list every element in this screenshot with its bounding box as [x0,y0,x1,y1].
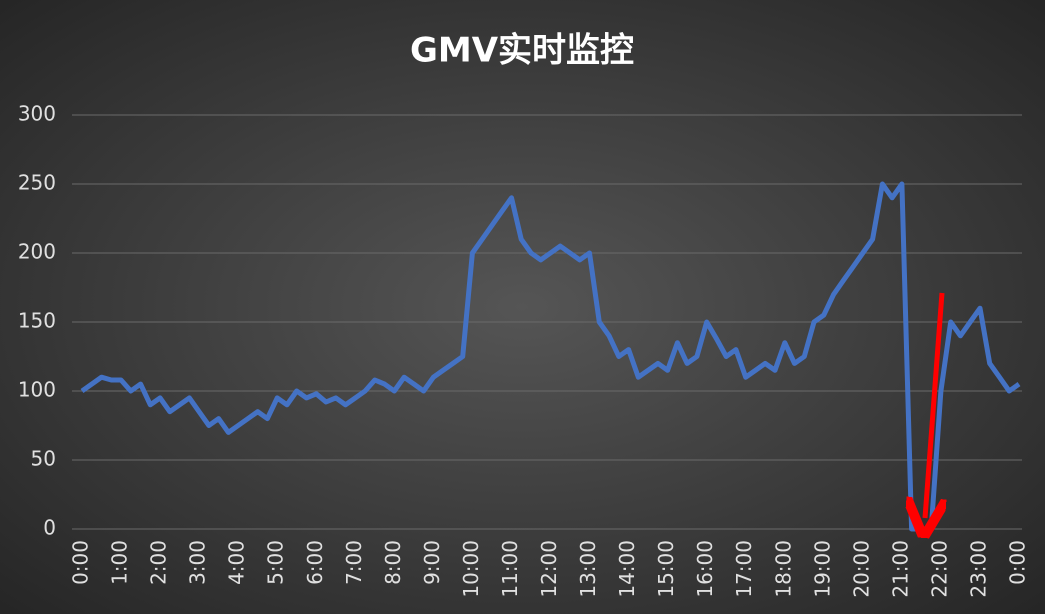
x-tick-label: 5:00 [264,540,288,585]
x-tick-label: 19:00 [810,540,834,598]
x-tick-label: 23:00 [966,540,990,598]
x-tick-label: 17:00 [732,540,756,598]
x-tick-label: 20:00 [849,540,873,598]
line-series [80,181,1021,532]
x-tick-label: 3:00 [186,540,210,585]
x-tick-label: 0:00 [69,540,93,585]
y-tick-label: 150 [18,309,56,333]
x-tick-label: 21:00 [888,540,912,598]
x-tick-label: 10:00 [459,540,483,598]
x-tick-label: 22:00 [927,540,951,598]
x-tick-label: 16:00 [693,540,717,598]
x-tick-label: 0:00 [1006,540,1030,585]
y-tick-label: 300 [18,102,56,126]
x-tick-label: 9:00 [420,540,444,585]
y-tick-label: 250 [18,171,56,195]
x-tick-label: 13:00 [576,540,600,598]
y-tick-label: 0 [43,516,56,540]
x-tick-label: 1:00 [108,540,132,585]
x-tick-label: 12:00 [537,540,561,598]
chart-title: GMV实时监控 [410,31,634,71]
y-tick-label: 50 [31,447,56,471]
y-tick-label: 100 [18,378,56,402]
x-tick-label: 7:00 [342,540,366,585]
annotation-arrow [925,292,942,518]
x-tick-label: 14:00 [615,540,639,598]
x-tick-label: 2:00 [147,540,171,585]
x-tick-label: 11:00 [498,540,522,598]
x-tick-label: 15:00 [654,540,678,598]
x-tick-label: 6:00 [303,540,327,585]
x-tick-label: 4:00 [225,540,249,585]
x-tick-label: 8:00 [381,540,405,585]
y-tick-label: 200 [18,240,56,264]
x-tick-label: 18:00 [771,540,795,598]
